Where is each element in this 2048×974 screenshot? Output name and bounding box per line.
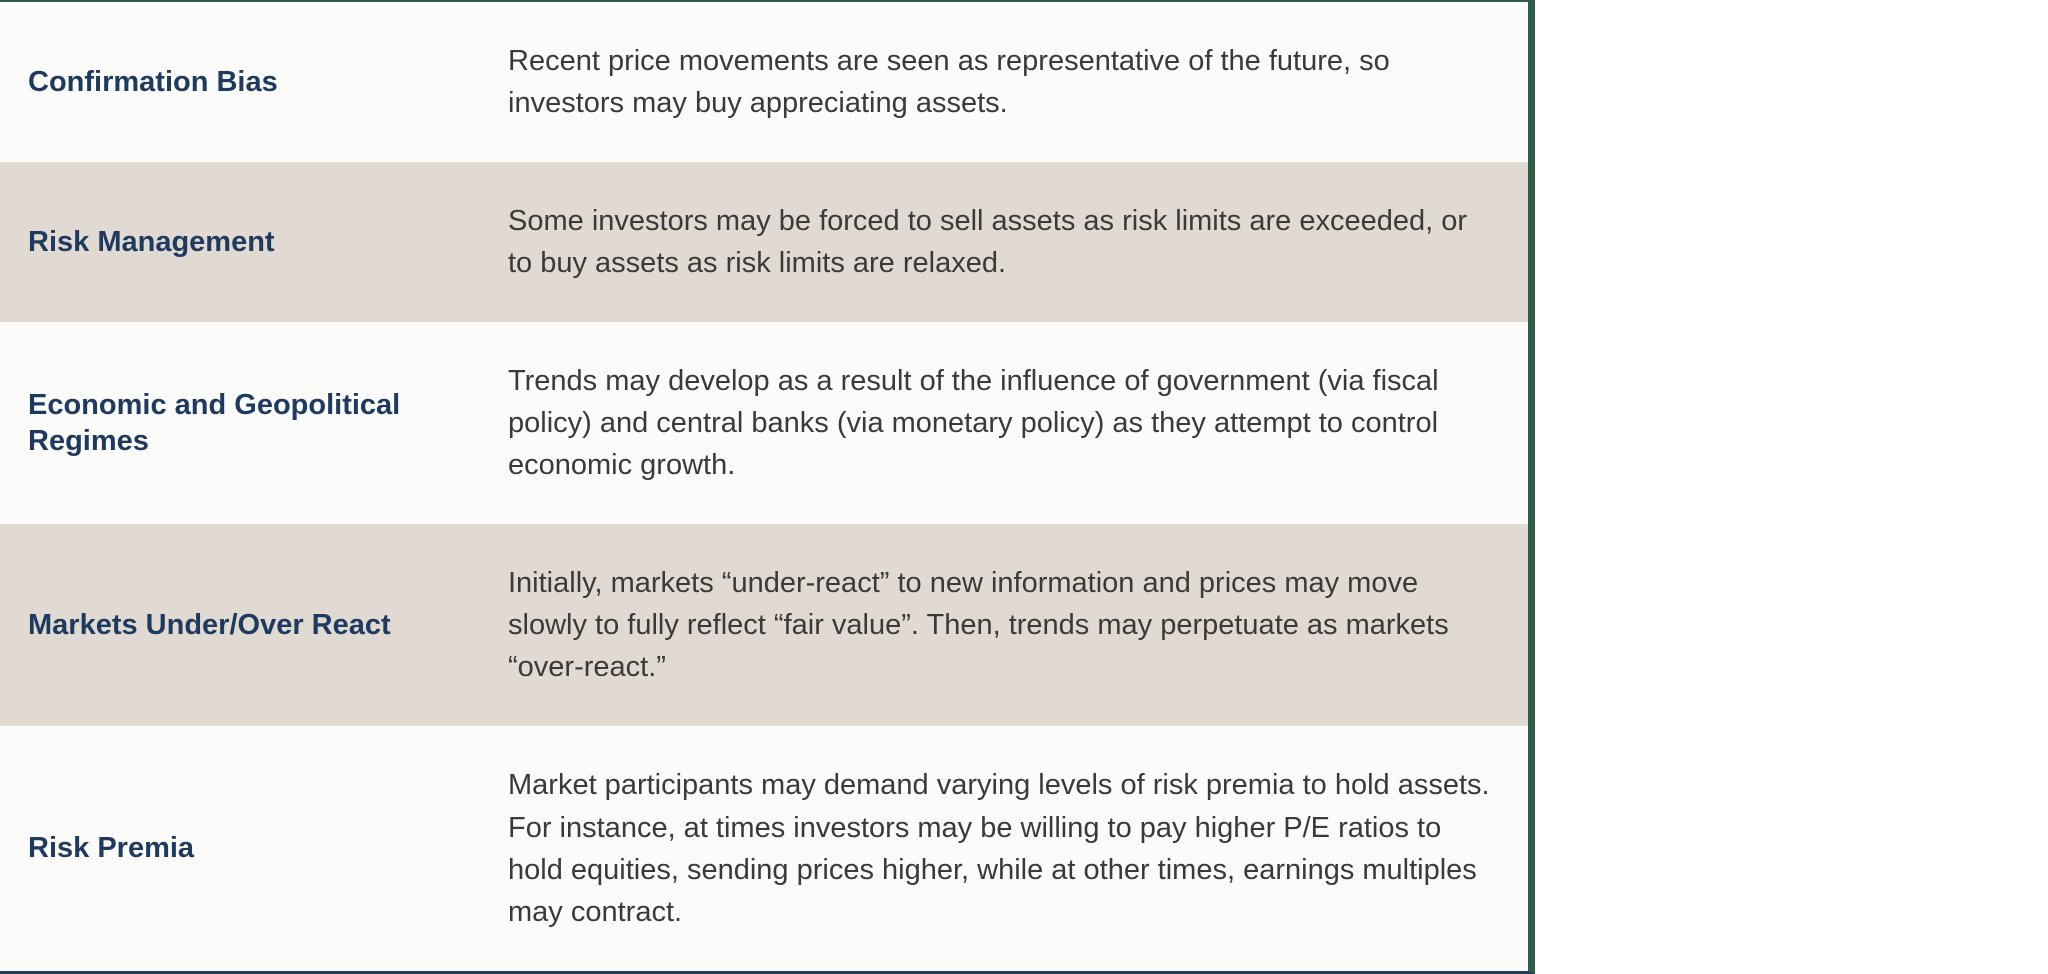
term-description: Some investors may be forced to sell ass… bbox=[508, 200, 1498, 284]
term-label: Confirmation Bias bbox=[28, 64, 508, 100]
term-label: Markets Under/Over React bbox=[28, 607, 508, 643]
term-description: Recent price movements are seen as repre… bbox=[508, 40, 1498, 124]
term-description: Initially, markets “under-react” to new … bbox=[508, 562, 1498, 688]
term-description: Trends may develop as a result of the in… bbox=[508, 360, 1498, 486]
term-label: Risk Management bbox=[28, 224, 508, 260]
term-label: Economic and Geopolitical Regimes bbox=[28, 387, 508, 460]
term-description: Market participants may demand varying l… bbox=[508, 764, 1498, 932]
term-label: Risk Premia bbox=[28, 830, 508, 866]
table-row: Risk Premia Market participants may dema… bbox=[0, 726, 1528, 970]
table-row: Economic and Geopolitical Regimes Trends… bbox=[0, 322, 1528, 524]
table-row: Risk Management Some investors may be fo… bbox=[0, 162, 1528, 322]
table-row: Confirmation Bias Recent price movements… bbox=[0, 2, 1528, 162]
definitions-table: Confirmation Bias Recent price movements… bbox=[0, 0, 1535, 974]
table-row: Markets Under/Over React Initially, mark… bbox=[0, 524, 1528, 726]
